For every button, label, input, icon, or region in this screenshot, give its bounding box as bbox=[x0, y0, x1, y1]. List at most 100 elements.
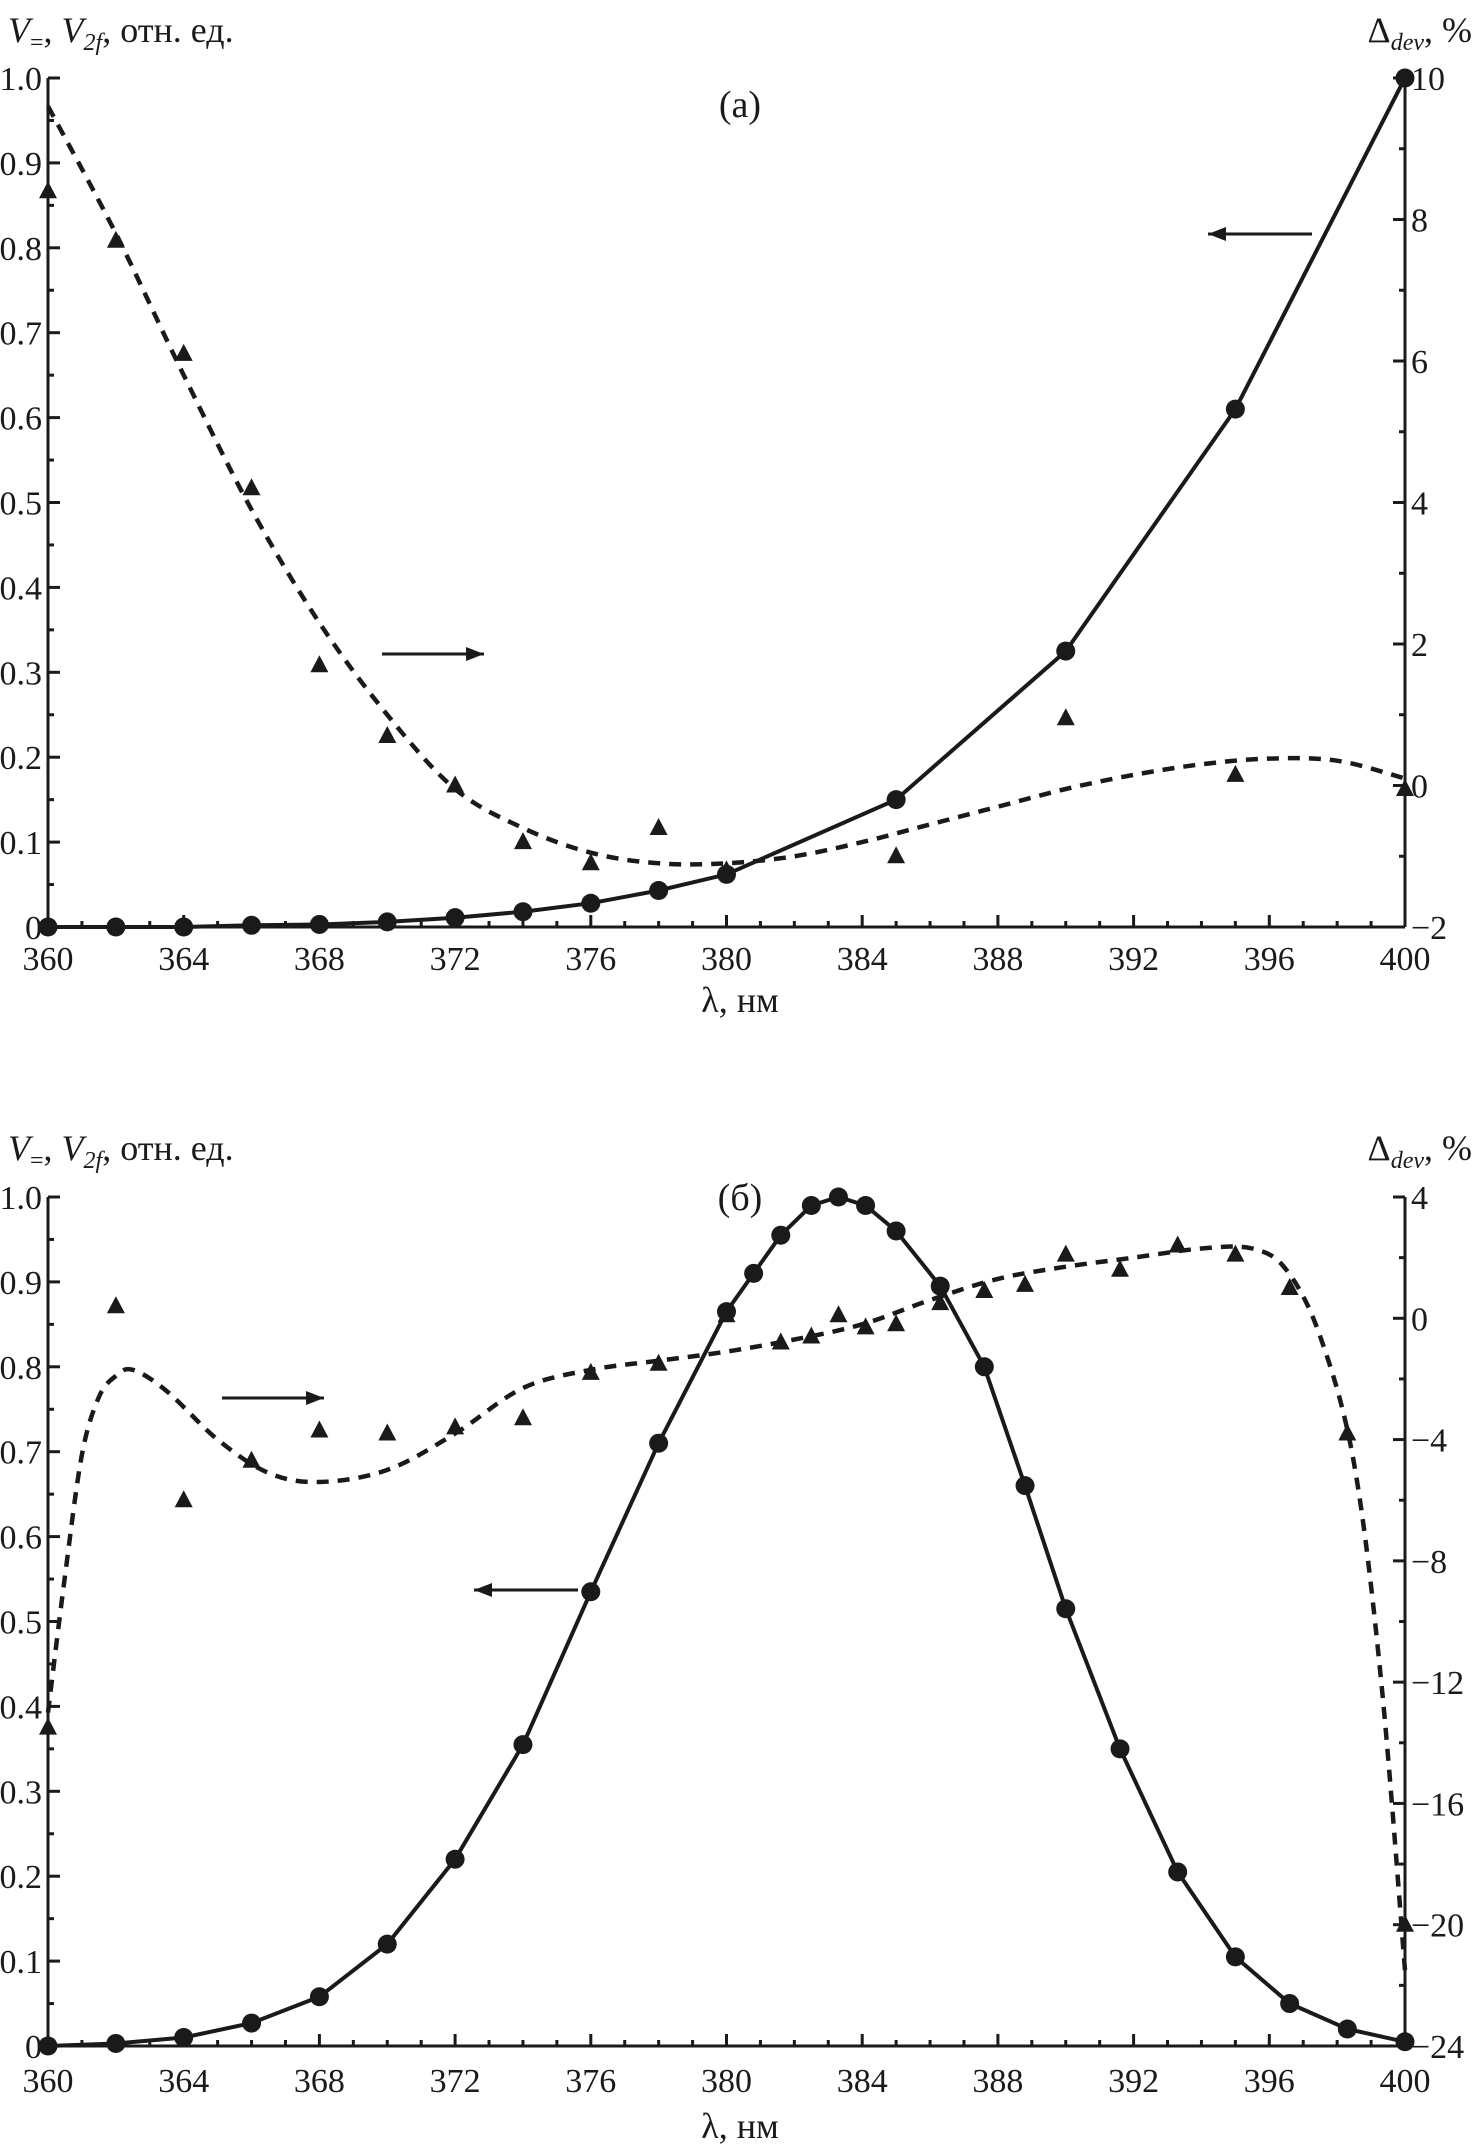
data-point-circle bbox=[445, 1849, 465, 1869]
data-point-triangle bbox=[106, 1296, 125, 1314]
fit-curve-dashed bbox=[46, 105, 1406, 867]
data-point-triangle bbox=[1168, 1235, 1187, 1253]
data-point-triangle bbox=[39, 181, 57, 199]
data-point-triangle bbox=[446, 775, 465, 793]
x-tick-label: 376 bbox=[565, 941, 616, 978]
data-point-circle bbox=[309, 1987, 329, 2007]
y-left-tick-label: 0.5 bbox=[0, 1605, 42, 1642]
arrow-head bbox=[474, 1583, 492, 1597]
y-right-tick-label: −8 bbox=[1411, 1544, 1447, 1581]
y-left-tick-label: 0.3 bbox=[0, 655, 42, 692]
left-axis-title-a: V=, V2f, отн. ед. bbox=[8, 10, 234, 56]
y-left-tick-label: 0.5 bbox=[0, 486, 42, 523]
data-point-triangle bbox=[310, 655, 329, 673]
data-point-circle bbox=[744, 1263, 764, 1283]
signal-line-solid bbox=[48, 77, 1407, 929]
data-point-triangle bbox=[717, 1305, 736, 1323]
data-point-circle bbox=[1168, 1862, 1188, 1882]
data-point-triangle bbox=[1056, 1244, 1075, 1262]
data-point-circle bbox=[1395, 2032, 1415, 2052]
data-point-triangle bbox=[378, 726, 397, 743]
x-tick-label: 400 bbox=[1380, 941, 1431, 978]
data-point-circle bbox=[38, 2036, 58, 2056]
x-tick-label: 380 bbox=[701, 2063, 752, 2100]
data-point-circle bbox=[930, 1276, 950, 1296]
y-right-tick-label: −2 bbox=[1411, 910, 1447, 947]
data-point-triangle bbox=[887, 846, 906, 864]
data-point-circle bbox=[1015, 1476, 1035, 1496]
data-point-circle bbox=[1056, 641, 1076, 661]
y-right-tick-label: 8 bbox=[1411, 203, 1428, 240]
y-left-tick-label: 0.7 bbox=[0, 1435, 42, 1472]
y-left-tick-label: 0.8 bbox=[0, 1350, 42, 1387]
x-tick-label: 360 bbox=[23, 941, 74, 978]
data-point-circle bbox=[1395, 68, 1415, 88]
y-right-tick-label: 4 bbox=[1411, 1180, 1428, 1217]
data-point-triangle bbox=[310, 1420, 329, 1438]
y-left-tick-label: 0.7 bbox=[0, 316, 42, 353]
y-left-tick-label: 1.0 bbox=[0, 61, 42, 98]
fit-curve-dashed bbox=[45, 1244, 1408, 1971]
y-left-tick-label: 0.9 bbox=[0, 1265, 42, 1302]
signal-line-solid bbox=[47, 1194, 1406, 2048]
y-left-tick-label: 0.9 bbox=[0, 146, 42, 183]
data-point-triangle bbox=[514, 1408, 532, 1426]
data-point-circle bbox=[242, 915, 262, 935]
x-tick-label: 376 bbox=[565, 2063, 616, 2100]
arrow-head bbox=[306, 1391, 324, 1405]
data-point-circle bbox=[445, 908, 465, 928]
left-axis-title-b: V=, V2f, отн. ед. bbox=[8, 1128, 234, 1174]
x-tick-label: 368 bbox=[294, 2063, 345, 2100]
data-point-circle bbox=[377, 912, 397, 932]
data-point-circle bbox=[1337, 2019, 1357, 2039]
data-point-circle bbox=[856, 1195, 876, 1215]
data-point-circle bbox=[1225, 399, 1245, 419]
y-left-tick-label: 0.4 bbox=[0, 570, 42, 607]
x-tick-label: 380 bbox=[701, 941, 752, 978]
y-right-tick-label: 10 bbox=[1411, 61, 1445, 98]
y-right-tick-label: −12 bbox=[1411, 1665, 1464, 1702]
data-point-triangle bbox=[1226, 1244, 1245, 1262]
y-right-tick-label: −20 bbox=[1411, 1908, 1464, 1945]
data-point-triangle bbox=[649, 818, 668, 835]
data-point-circle bbox=[106, 2033, 126, 2053]
x-tick-label: 368 bbox=[294, 941, 345, 978]
x-tick-label: 392 bbox=[1108, 941, 1159, 978]
data-point-circle bbox=[649, 880, 669, 900]
arrow-head bbox=[1208, 227, 1226, 241]
y-right-tick-label: 4 bbox=[1411, 486, 1428, 523]
data-point-triangle bbox=[931, 1293, 950, 1311]
y-left-tick-label: 1.0 bbox=[0, 1180, 42, 1217]
data-point-triangle bbox=[242, 478, 261, 496]
data-point-triangle bbox=[1016, 1274, 1034, 1292]
data-point-circle bbox=[1056, 1599, 1076, 1619]
data-point-circle bbox=[886, 790, 906, 810]
y-left-tick-label: 0.6 bbox=[0, 401, 42, 438]
right-axis-title-a: Δdev, % bbox=[1368, 10, 1472, 56]
x-tick-label: 372 bbox=[430, 2063, 481, 2100]
x-tick-label: 384 bbox=[837, 941, 888, 978]
y-right-tick-label: −24 bbox=[1411, 2029, 1464, 2066]
data-point-triangle bbox=[1226, 764, 1245, 782]
data-point-triangle bbox=[378, 1423, 397, 1441]
data-point-triangle bbox=[1338, 1423, 1357, 1441]
data-point-triangle bbox=[1056, 708, 1075, 726]
x-tick-label: 388 bbox=[972, 941, 1023, 978]
y-left-tick-label: 0.1 bbox=[0, 825, 42, 862]
x-tick-label: 364 bbox=[158, 2063, 209, 2100]
data-point-triangle bbox=[39, 1717, 57, 1735]
y-right-tick-label: 6 bbox=[1411, 344, 1428, 381]
chart-panel-a: V=, V2f, отн. ед. Δdev, % (а) λ, нм 360 3… bbox=[0, 10, 1472, 1020]
data-point-triangle bbox=[649, 1353, 668, 1371]
y-right-tick-label: 0 bbox=[1411, 769, 1428, 806]
data-point-circle bbox=[174, 2028, 194, 2048]
x-tick-label: 396 bbox=[1244, 941, 1295, 978]
y-left-tick-label: 0.1 bbox=[0, 1944, 42, 1981]
y-right-tick-label: 0 bbox=[1411, 1301, 1428, 1338]
data-point-circle bbox=[38, 917, 58, 937]
data-point-triangle bbox=[802, 1326, 821, 1344]
data-point-circle bbox=[801, 1195, 821, 1215]
data-point-triangle bbox=[1280, 1278, 1299, 1295]
data-point-circle bbox=[309, 914, 329, 934]
